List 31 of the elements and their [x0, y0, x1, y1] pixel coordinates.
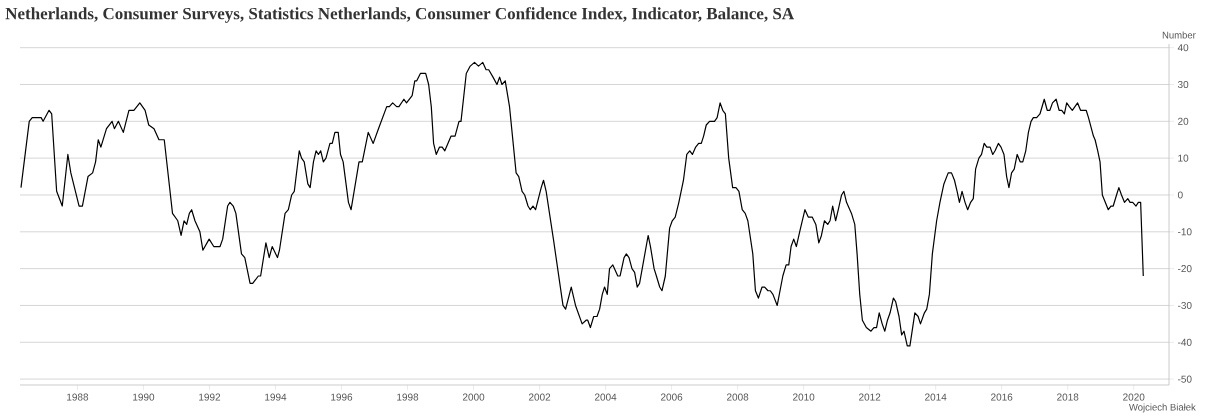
y-tick-label: 20 [1178, 117, 1189, 125]
x-tick-label: 2000 [462, 393, 485, 401]
x-tick-label: 2002 [528, 393, 551, 401]
text: Wojciech Białek [1128, 403, 1196, 413]
y-tick-label: 30 [1177, 80, 1189, 89]
y-tick-label: -40 [1177, 338, 1192, 346]
y-axis-title: Number [1162, 31, 1196, 39]
x-tick-label: 1990 [133, 393, 155, 401]
x-tick-label: 1988 [67, 393, 89, 401]
x-tick-label: 2006 [660, 393, 683, 401]
y-tick-label: 10 [1178, 154, 1189, 162]
y-tick-label: -30 [1177, 301, 1192, 309]
y-tick-label: -50 [1177, 375, 1192, 383]
y-tick-label: -20 [1177, 265, 1192, 273]
x-tick-label: 1996 [331, 393, 353, 401]
x-tick-label: 2010 [793, 393, 815, 401]
y-tick-label: -10 [1177, 228, 1192, 236]
y-tick-label: 40 [1177, 44, 1189, 52]
x-tick-label: 2008 [726, 393, 749, 401]
x-tick-label: 2012 [859, 393, 881, 401]
x-tick-label: 1994 [265, 393, 287, 401]
x-tick-label: 2018 [1057, 393, 1079, 401]
x-tick-label: 1998 [397, 393, 419, 401]
y-tick-label: 0 [1177, 191, 1183, 199]
chart-title: Netherlands, Consumer Surveys, Statistics Netherlands, Consumer Confidence Index, Indicator, Balance, SA [5, 7, 794, 23]
x-tick-label: 2014 [925, 393, 947, 401]
x-tick-label: 1992 [199, 393, 221, 401]
x-tick-label: 2004 [594, 393, 617, 401]
x-tick-label: 2016 [991, 393, 1013, 401]
line-series [20, 61, 1144, 347]
x-tick-label: 2020 [1123, 393, 1145, 401]
